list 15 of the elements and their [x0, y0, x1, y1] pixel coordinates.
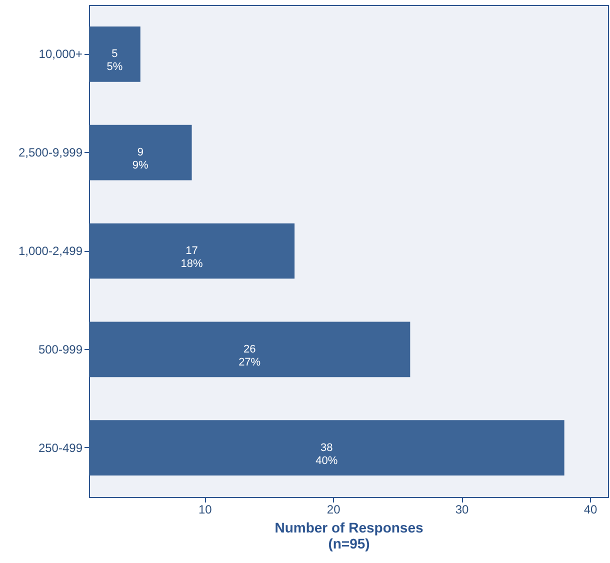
x-axis-title: Number of Responses (n=95)	[274, 520, 424, 552]
data-label: 9 9%	[132, 146, 149, 172]
x-tick-label: 30	[455, 502, 470, 516]
data-label: 17 18%	[180, 245, 203, 270]
data-label: 38 40%	[316, 442, 338, 467]
data-label: 26 27%	[238, 343, 261, 368]
x-tick-label: 10	[198, 502, 212, 516]
data-label: 5 5%	[106, 48, 123, 74]
y-tick-label: 250-499	[38, 440, 83, 455]
x-tick-label: 20	[326, 502, 341, 516]
x-tick-label: 40	[584, 502, 598, 516]
y-tick-label: 500-999	[38, 342, 83, 356]
y-tick-label: 1,000-2,499	[18, 244, 83, 258]
y-tick-label: 2,500-9,999	[18, 146, 83, 160]
y-tick-label: 10,000+	[38, 47, 82, 62]
